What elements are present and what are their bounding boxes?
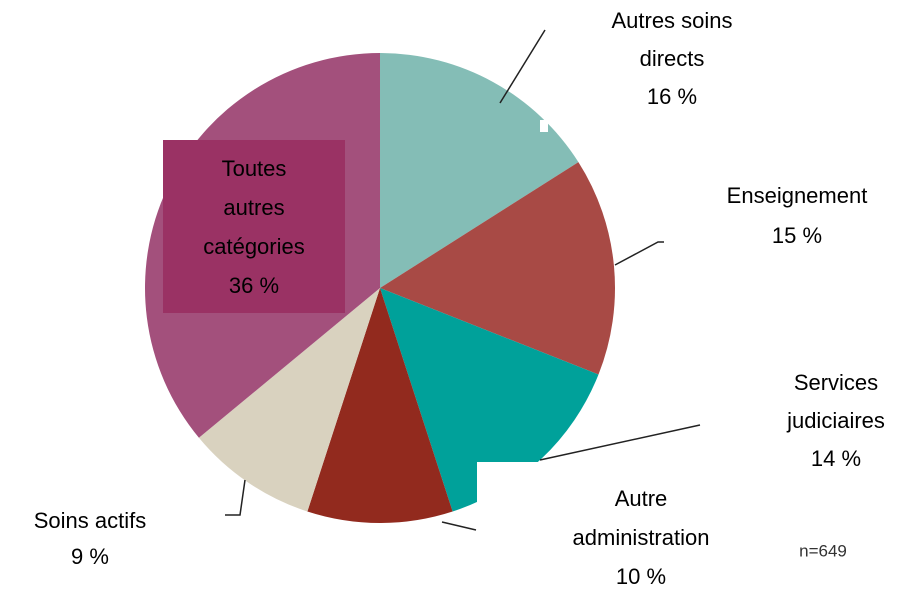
pie-slice xyxy=(307,288,453,523)
label-line: autres xyxy=(223,195,284,220)
label-line: administration xyxy=(573,525,710,550)
label-box xyxy=(163,140,345,313)
slice-label: Services judiciaires xyxy=(786,370,885,433)
label-line: catégories xyxy=(203,234,305,259)
label-line: Enseignement xyxy=(727,183,868,208)
slice-label: Soins actifs xyxy=(34,508,147,533)
value-label: 15 % xyxy=(772,223,822,248)
pie-slice xyxy=(380,162,616,375)
value-label: 36 % xyxy=(229,273,279,298)
mask xyxy=(477,462,539,522)
value-label: 14 % xyxy=(811,446,861,471)
label-line: Services xyxy=(794,370,878,395)
leader-line xyxy=(614,241,664,266)
label-line: directs xyxy=(640,46,705,71)
pie-slice xyxy=(198,288,380,512)
slice-label: Autre administration xyxy=(573,486,710,550)
value-label: 9 % xyxy=(71,544,109,569)
label-line: Toutes xyxy=(222,156,287,181)
leader-line xyxy=(539,424,701,461)
pie-slice xyxy=(380,53,579,288)
value-label: 10 % xyxy=(616,564,666,589)
leader-line xyxy=(499,29,546,104)
label-line: Soins actifs xyxy=(34,508,147,533)
label-line: Autres soins xyxy=(611,8,732,33)
leader-line xyxy=(441,521,477,531)
leader-line xyxy=(225,479,246,516)
slice-label: Autres soins directs xyxy=(611,8,732,71)
slice-label: Toutes autres catégories xyxy=(203,156,305,259)
mask xyxy=(540,120,548,132)
annotation: n=649 xyxy=(799,541,847,560)
label-line: Autre xyxy=(615,486,668,511)
slice-label: Enseignement xyxy=(727,183,868,208)
pie-slice xyxy=(380,288,599,512)
value-label: 16 % xyxy=(647,84,697,109)
label-line: judiciaires xyxy=(786,408,885,433)
